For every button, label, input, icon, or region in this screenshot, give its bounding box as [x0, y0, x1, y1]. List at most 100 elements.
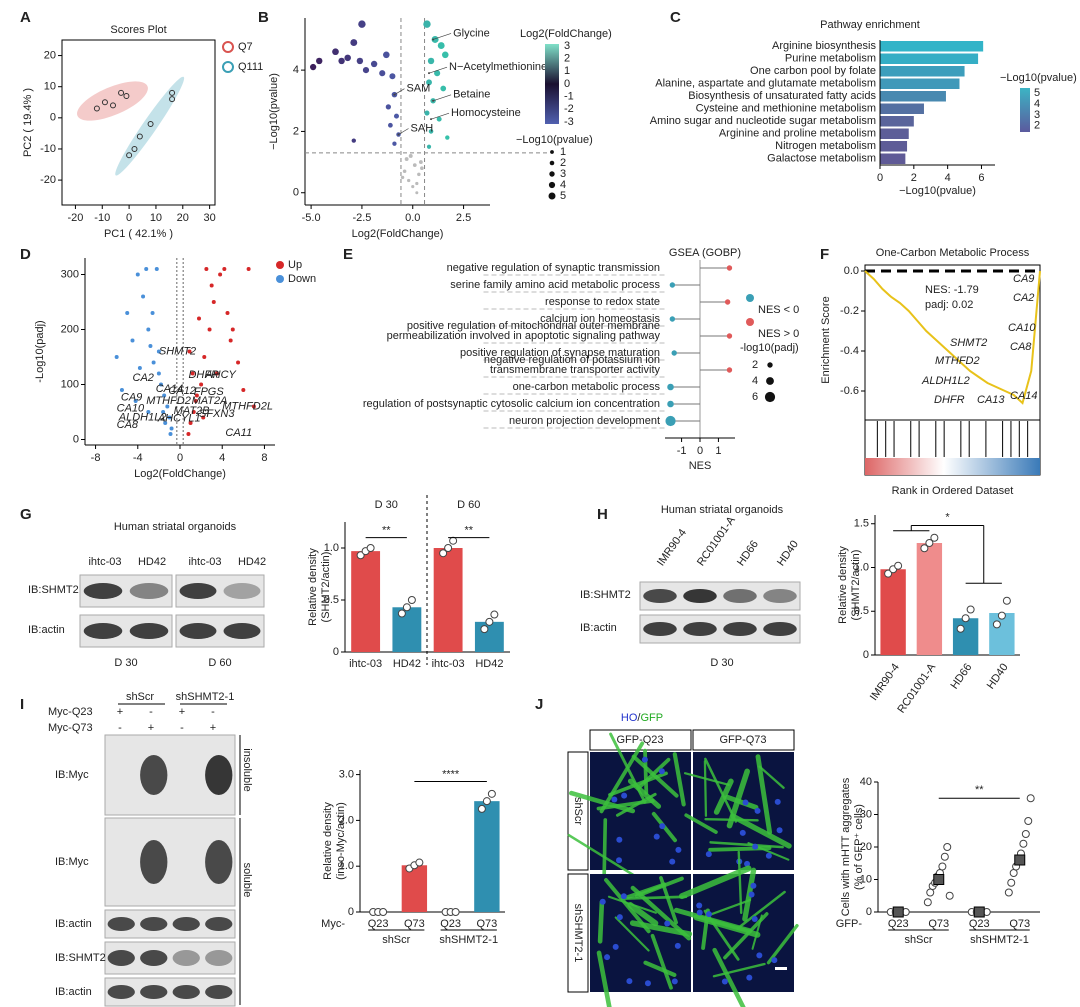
sign: - [180, 722, 184, 734]
volcano-point [148, 344, 153, 348]
nucleus [739, 829, 746, 836]
annotation-anchor [432, 38, 435, 41]
y-tick-label: 0 [866, 906, 872, 918]
nucleus [771, 957, 778, 964]
x-tick-label: Q73 [476, 918, 497, 930]
stain-text: / [637, 712, 641, 724]
y-axis-label: -Log10(padj) [34, 320, 46, 382]
nucleus [611, 796, 618, 803]
colorbar-tick: 2 [564, 53, 570, 65]
colorbar-tick: 3 [1034, 109, 1040, 121]
cell-process [712, 962, 766, 978]
replicate-dot [439, 549, 448, 558]
stat-label: padj: 0.02 [925, 299, 973, 311]
term-label: one-carbon metabolic process [513, 381, 661, 393]
y-tick-label: 1.0 [339, 860, 354, 872]
y-tick-label: 1.0 [324, 542, 339, 554]
replicate-dot [480, 625, 489, 634]
colorbar-tick: 4 [1034, 98, 1040, 110]
volcano-point [225, 311, 230, 315]
significance: **** [442, 768, 460, 780]
lollipop-head [669, 282, 676, 288]
lollipop-head [726, 265, 733, 271]
gene-label: MAT2A [192, 395, 228, 407]
cell-process [730, 813, 792, 849]
cell-process [766, 923, 799, 965]
category-label: Purine metabolism [785, 53, 876, 65]
score-point [147, 121, 154, 128]
enrichment-curve [864, 270, 1041, 405]
gene-label: SFXN3 [199, 408, 235, 420]
blot-row-label: IB:actin [55, 986, 92, 998]
volcano-point [412, 163, 417, 168]
bar [401, 865, 428, 912]
volcano-point [133, 399, 138, 403]
y-tick-label: 0 [73, 433, 79, 445]
score-point [123, 93, 130, 100]
axis-prefix: GFP- [836, 918, 863, 930]
row-label: Myc-Q73 [48, 722, 93, 734]
x-tick-label: 30 [204, 212, 216, 224]
nucleus [750, 882, 757, 889]
replicate-dot [884, 569, 893, 578]
nucleus [658, 768, 665, 775]
term-label: negative regulation of potassium ion [484, 354, 660, 366]
volcano-point [431, 35, 439, 43]
gene-label: DHFR [188, 369, 219, 381]
gene-label: ALDH1L2 [118, 411, 167, 423]
panel-letter: J [535, 696, 543, 713]
bar [433, 548, 463, 652]
gene-label: DHFR [934, 394, 965, 406]
y-axis-label: Enrichment Score [820, 296, 832, 383]
y-tick-label: 20 [44, 49, 56, 61]
blot-row-label: IB:SHMT2 [580, 589, 631, 601]
volcano-point [236, 360, 241, 365]
size-legend-label: 2 [752, 359, 758, 371]
term-label: positive regulation of mitochondrial out… [407, 320, 660, 332]
volcano-point [125, 311, 130, 315]
replicate-dot [397, 609, 406, 618]
y-axis-label: PC2 ( 19.4% ) [22, 88, 34, 157]
volcano-point [151, 360, 156, 365]
y-tick-label: -0.2 [840, 305, 859, 317]
bar [351, 551, 381, 652]
stat-label: NES: -1.79 [925, 284, 979, 296]
volcano-point [393, 113, 399, 119]
blot-band [763, 589, 797, 603]
stain-text: GFP [640, 712, 663, 724]
blot-band [83, 623, 123, 639]
volcano-point [332, 48, 339, 56]
bar [880, 103, 924, 114]
stain-label: HO/GFP [621, 712, 663, 724]
sign: + [210, 722, 216, 734]
lollipop-head [667, 383, 674, 391]
volcano-point [426, 79, 432, 86]
panel-letter: E [343, 246, 353, 263]
x-axis-label: PC1 ( 42.1% ) [104, 228, 173, 240]
volcano-point [156, 349, 161, 354]
blot-band [205, 840, 233, 884]
volcano-point [402, 169, 407, 174]
nucleus [616, 836, 623, 843]
term-label: negative regulation of synaptic transmis… [447, 262, 660, 274]
score-point [118, 89, 125, 96]
volcano-point [420, 166, 424, 171]
replicate-dot [490, 610, 499, 619]
volcano-point [202, 355, 207, 359]
x-tick-label: 4 [945, 172, 951, 184]
category-label: Cysteine and methionine metabolism [696, 103, 876, 115]
blot-band [140, 755, 168, 795]
volcano-point [404, 157, 409, 161]
size-legend-label: 2 [560, 157, 566, 169]
nucleus [705, 851, 712, 858]
x-tick-label: Q23 [368, 918, 389, 930]
cell-process [599, 741, 645, 814]
y-axis-label: (SHMT2/actin) [320, 552, 332, 623]
sign: - [149, 706, 153, 718]
volcano-point [207, 327, 212, 332]
gene-label: AHCY [204, 369, 236, 381]
volcano-point [165, 404, 170, 409]
x-tick-label: Q73 [404, 918, 425, 930]
replicate-dot [366, 544, 375, 552]
